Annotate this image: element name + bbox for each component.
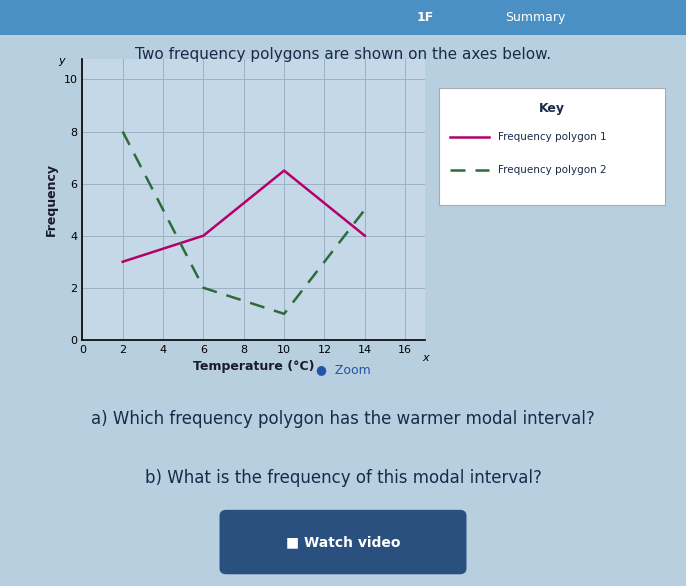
Text: b) What is the frequency of this modal interval?: b) What is the frequency of this modal i… bbox=[145, 469, 541, 487]
Text: Key: Key bbox=[539, 102, 565, 115]
Text: Summary: Summary bbox=[505, 11, 565, 24]
Text: a) Which frequency polygon has the warmer modal interval?: a) Which frequency polygon has the warme… bbox=[91, 410, 595, 428]
Text: Two frequency polygons are shown on the axes below.: Two frequency polygons are shown on the … bbox=[135, 47, 551, 62]
X-axis label: Temperature (°C): Temperature (°C) bbox=[193, 360, 315, 373]
Text: y: y bbox=[58, 56, 64, 66]
Text: 1F: 1F bbox=[416, 11, 434, 24]
Text: x: x bbox=[422, 353, 429, 363]
Text: ■ Watch video: ■ Watch video bbox=[286, 535, 400, 549]
Text: ■ Watch video: ■ Watch video bbox=[286, 535, 400, 549]
Text: ●  Zoom: ● Zoom bbox=[316, 363, 370, 376]
Text: Frequency polygon 2: Frequency polygon 2 bbox=[498, 165, 606, 175]
Text: Frequency polygon 1: Frequency polygon 1 bbox=[498, 132, 606, 142]
Y-axis label: Frequency: Frequency bbox=[45, 163, 58, 236]
